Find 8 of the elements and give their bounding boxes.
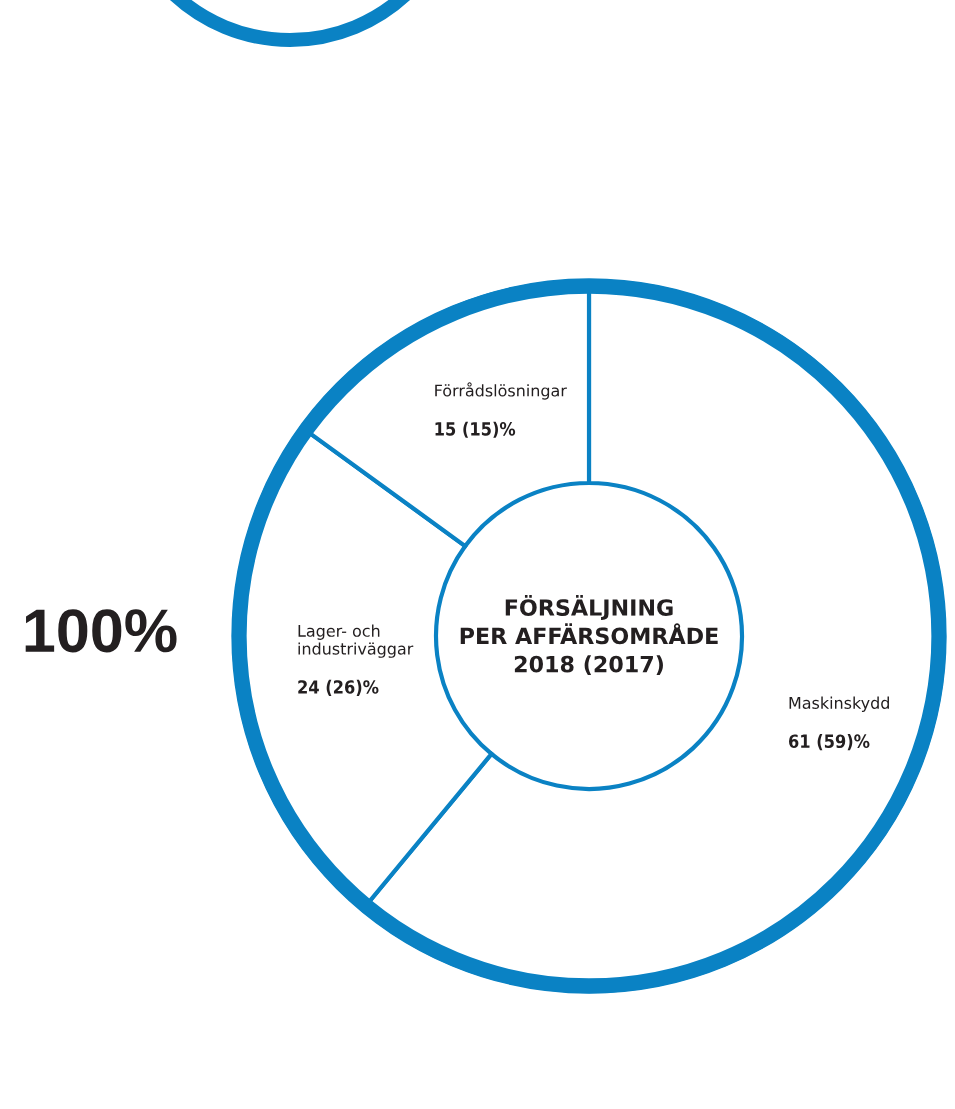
slice-label: Förrådslösningar: [435, 382, 567, 400]
data-label: 61 (59)%: [788, 734, 870, 751]
data-label: 15 (15)%: [435, 421, 516, 438]
text: 100%: [25, 609, 177, 653]
slice-label: Maskinskydd: [789, 696, 889, 713]
data-label: 24 (26)%: [298, 679, 379, 696]
slice-label: Lager- och industriväggar: [298, 624, 414, 658]
text: FÖRSÄLJNING PER AFFÄRSOMRÅDE 2018 (2017): [460, 595, 718, 676]
